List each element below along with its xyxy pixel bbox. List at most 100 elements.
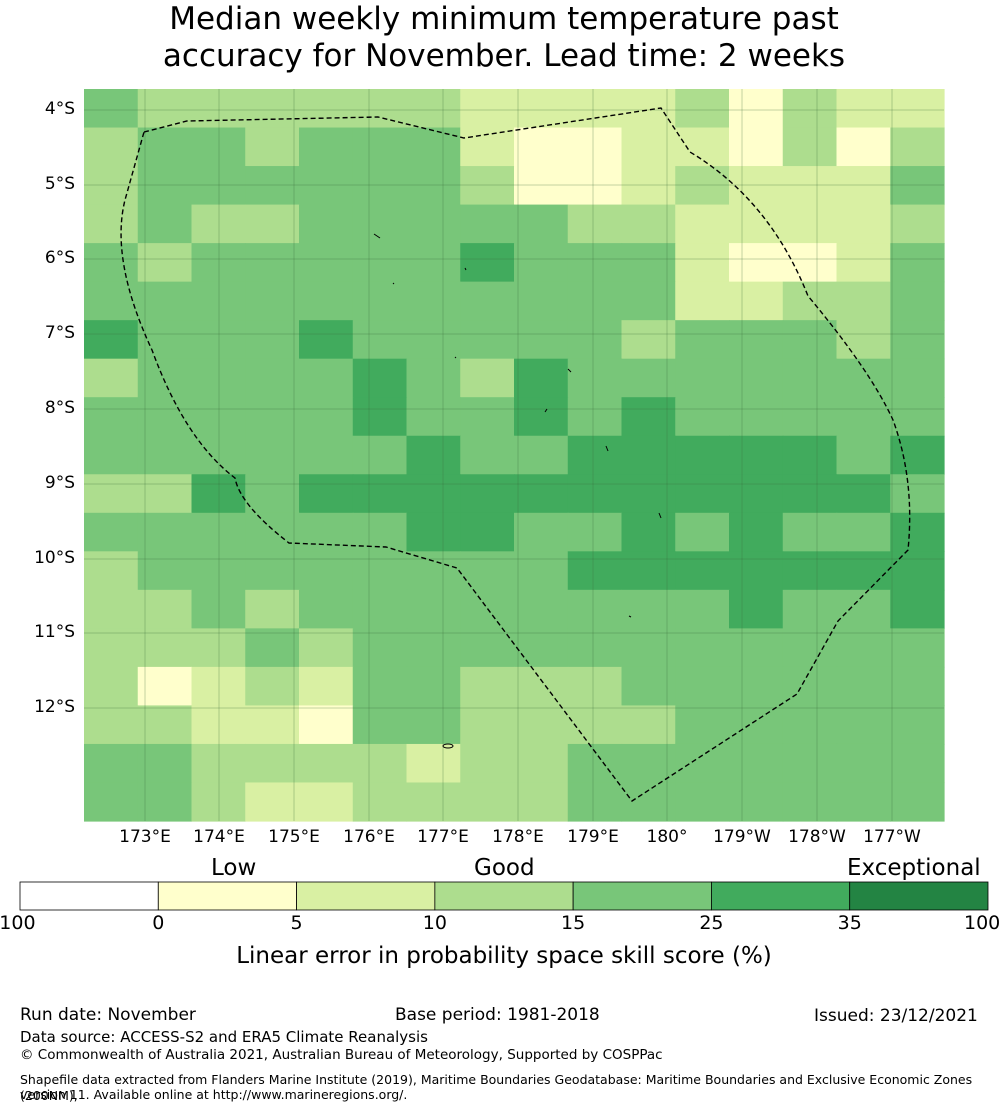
colorbar-tick-label: -100: [0, 912, 36, 934]
colorbar-segment: [434, 881, 574, 911]
skill-cell: [567, 397, 623, 437]
skill-cell: [514, 127, 569, 167]
skill-cell: [460, 512, 515, 552]
skill-cell: [782, 512, 838, 552]
skill-cell: [191, 397, 246, 437]
skill-cell: [514, 705, 569, 745]
skill-cell: [191, 743, 246, 784]
skill-cell: [729, 281, 784, 321]
skill-cell: [890, 589, 945, 629]
eez-boundary: [120, 107, 911, 802]
island: [658, 512, 662, 519]
skill-cell: [299, 512, 354, 552]
skill-cell: [836, 705, 891, 745]
skill-cell: [406, 358, 461, 398]
island: [373, 233, 381, 239]
skill-cell: [514, 474, 569, 514]
skill-cell: [729, 589, 784, 629]
skill-cell: [245, 127, 300, 167]
skill-cell: [675, 127, 730, 167]
skill-cell: [836, 166, 891, 206]
skill-cell: [191, 204, 246, 244]
skill-cell: [567, 551, 623, 591]
skill-cell: [84, 281, 139, 321]
skill-cell: [352, 589, 408, 629]
skill-cell: [460, 243, 515, 283]
skill-cell: [191, 666, 246, 707]
rating-good: Good: [474, 855, 535, 881]
skill-cell: [84, 512, 139, 552]
skill-cell: [406, 320, 461, 360]
data-source: Data source: ACCESS-S2 and ERA5 Climate …: [20, 1028, 428, 1046]
skill-cell: [191, 628, 246, 668]
skill-cell: [352, 474, 408, 514]
longitude-label: 175°E: [268, 827, 320, 847]
skill-cell: [890, 743, 945, 784]
skill-cell: [137, 782, 193, 822]
shapefile-credit-line2: version 11. Available online at http://w…: [20, 1087, 408, 1102]
skill-cell: [299, 281, 354, 321]
skill-cell: [514, 89, 569, 129]
skill-cell: [460, 204, 515, 244]
skill-cell: [137, 281, 193, 321]
skill-cell: [191, 589, 246, 629]
skill-cell: [245, 281, 300, 321]
skill-cell: [137, 243, 193, 283]
colorbar-segment: [572, 881, 712, 911]
skill-cell: [245, 204, 300, 244]
skill-cell: [406, 243, 461, 283]
latitude-label: 8°S: [44, 398, 75, 418]
skill-cell: [514, 243, 569, 283]
skill-cell: [729, 358, 784, 398]
island: [628, 615, 632, 618]
islands: [373, 233, 662, 749]
skill-cell: [460, 628, 515, 668]
longitude-label: 174°E: [193, 827, 245, 847]
skill-cell: [406, 782, 461, 822]
skill-cell: [137, 358, 193, 398]
skill-cell: [621, 127, 676, 167]
skill-cell: [460, 397, 515, 437]
skill-cell: [299, 666, 354, 707]
skill-cell: [836, 358, 891, 398]
skill-cell: [406, 666, 461, 707]
longitude-label: 178°W: [788, 827, 846, 847]
skill-cell: [729, 127, 784, 167]
skill-cell: [191, 127, 246, 167]
skill-cell: [299, 551, 354, 591]
skill-cell: [782, 474, 838, 514]
skill-cell: [621, 320, 676, 360]
skill-cell: [621, 204, 676, 244]
skill-cell: [729, 320, 784, 360]
skill-cell: [514, 166, 569, 206]
skill-cell: [675, 281, 730, 321]
skill-cell: [352, 666, 408, 707]
skill-cell: [84, 397, 139, 437]
skill-cell: [84, 782, 139, 822]
skill-cell: [299, 743, 354, 784]
skill-cell: [890, 127, 945, 167]
skill-cell: [836, 666, 891, 707]
skill-cell: [406, 435, 461, 475]
skill-cell: [460, 705, 515, 745]
skill-cell: [137, 743, 193, 784]
skill-cell: [782, 127, 838, 167]
skill-cell: [299, 204, 354, 244]
skill-grid: [84, 89, 945, 822]
skill-cell: [137, 204, 193, 244]
skill-cell: [782, 204, 838, 244]
skill-cell: [621, 435, 676, 475]
skill-cell: [514, 743, 569, 784]
skill-cell: [299, 628, 354, 668]
skill-cell: [836, 551, 891, 591]
skill-cell: [621, 281, 676, 321]
skill-cell: [836, 281, 891, 321]
skill-cell: [890, 397, 945, 437]
skill-cell: [621, 243, 676, 283]
skill-cell: [245, 320, 300, 360]
skill-cell: [191, 782, 246, 822]
island: [464, 267, 467, 271]
skill-cell: [567, 705, 623, 745]
skill-cell: [406, 166, 461, 206]
copyright: © Commonwealth of Australia 2021, Austra…: [20, 1047, 663, 1063]
